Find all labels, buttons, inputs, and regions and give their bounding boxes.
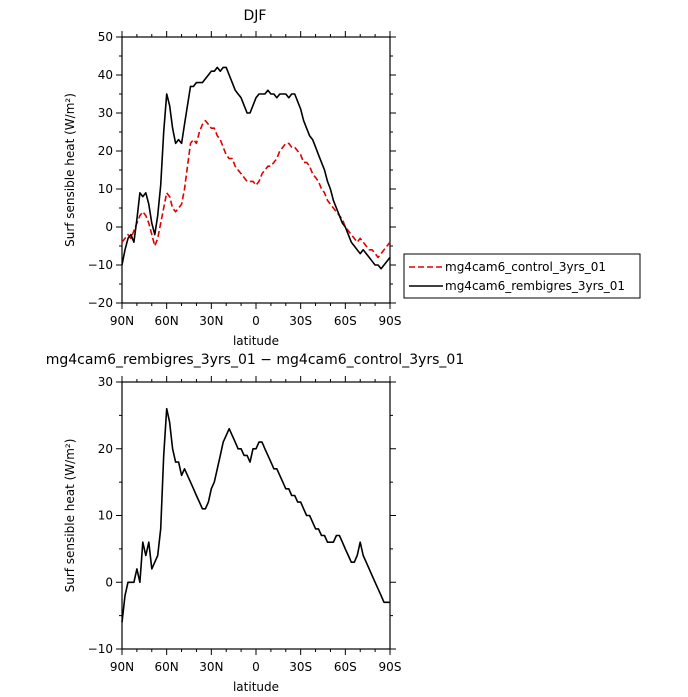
series-line-2 (121, 66, 391, 270)
y-tick-label: 40 (98, 68, 113, 82)
x-tick-label: 60S (334, 660, 357, 674)
x-tick-label: 0 (252, 660, 260, 674)
y-tick-label: −10 (88, 642, 113, 656)
x-axis-label: latitude (233, 334, 279, 348)
y-tick-label: −10 (88, 258, 113, 272)
plot-frame (121, 381, 391, 650)
y-tick-label: 20 (98, 144, 113, 158)
x-tick-label: 90N (110, 660, 134, 674)
y-tick-label: 20 (98, 442, 113, 456)
legend-label-2: mg4cam6_rembigres_3yrs_01 (445, 279, 625, 293)
chart-title: DJF (244, 8, 267, 24)
x-tick-label: 90N (110, 314, 134, 328)
x-axis-label: latitude (233, 680, 279, 694)
y-tick-label: 30 (98, 106, 113, 120)
y-axis-label: Surf sensible heat (W/m²) (63, 439, 77, 593)
x-tick-label: 90S (379, 314, 402, 328)
legend: mg4cam6_control_3yrs_01 mg4cam6_rembigres… (403, 253, 641, 299)
y-tick-label: 0 (105, 575, 113, 589)
y-tick-label: 10 (98, 182, 113, 196)
x-tick-label: 90S (379, 660, 402, 674)
chart-panel-2: mg4cam6_rembigres_3yrs_01 − mg4cam6_cont… (46, 352, 465, 694)
y-tick-label: 30 (98, 375, 113, 389)
chart-title: mg4cam6_rembigres_3yrs_01 − mg4cam6_cont… (46, 352, 465, 368)
x-tick-label: 30N (199, 314, 223, 328)
y-axis-label: Surf sensible heat (W/m²) (63, 93, 77, 247)
x-tick-label: 60N (155, 314, 179, 328)
x-tick-label: 60S (334, 314, 357, 328)
legend-box (403, 253, 641, 299)
x-tick-label: 0 (252, 314, 260, 328)
legend-label-1: mg4cam6_control_3yrs_01 (445, 260, 606, 274)
y-tick-label: 0 (105, 220, 113, 234)
y-tick-label: 50 (98, 30, 113, 44)
x-tick-label: 30S (289, 314, 312, 328)
x-tick-label: 30N (199, 660, 223, 674)
y-tick-label: −20 (88, 296, 113, 310)
y-tick-label: 10 (98, 509, 113, 523)
x-tick-label: 60N (155, 660, 179, 674)
series-line-1 (121, 407, 390, 623)
x-tick-label: 30S (289, 660, 312, 674)
chart-panel-1: DJF 90N 60N 30N 0 30S 60S 90S −20 −10 0 10 20 30 40 50 l… (63, 8, 641, 348)
